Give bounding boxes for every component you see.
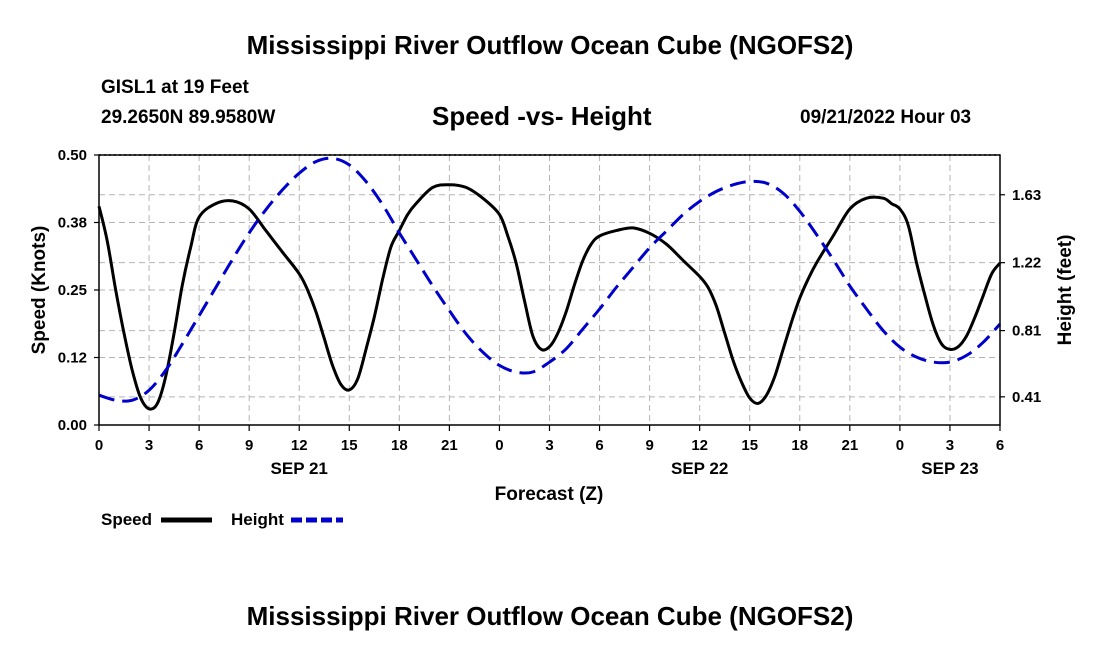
- legend-height-label: Height: [231, 510, 284, 529]
- legend: Speed Height: [101, 510, 343, 529]
- x-date-label: SEP 21: [271, 459, 328, 478]
- y-tick-label: 0.38: [58, 215, 87, 232]
- x-tick-label: 0: [95, 437, 103, 454]
- x-tick-label: 3: [545, 437, 553, 454]
- x-tick-label: 21: [441, 437, 458, 454]
- x-tick-label: 21: [841, 437, 858, 454]
- y-tick-label: 0.12: [58, 350, 87, 367]
- x-tick-label: 15: [341, 437, 358, 454]
- legend-speed-label: Speed: [101, 510, 152, 529]
- y2-tick-label: 1.22: [1012, 255, 1041, 272]
- axes: 0 3 6 9 12 15 18 21 0 3 6 9 12 15 18 21 0 3 6 SEP 21 SEP 22 S…: [58, 147, 1041, 478]
- station-label: GISL1 at 19 Feet: [101, 77, 249, 98]
- x-tick-label: 18: [791, 437, 808, 454]
- x-tick-label: 3: [145, 437, 153, 454]
- x-tick-label: 15: [741, 437, 758, 454]
- y2-axis-label: Height (feet): [1055, 235, 1076, 346]
- series-line-height: [98, 156, 1002, 403]
- x-tick-label: 9: [245, 437, 253, 454]
- x-date-label: SEP 22: [671, 459, 728, 478]
- chart-title-bottom: Mississippi River Outflow Ocean Cube (NG…: [246, 601, 854, 631]
- series-line-speed: [97, 183, 1002, 411]
- y-axis-label: Speed (Knots): [29, 226, 50, 355]
- x-tick-label: 12: [691, 437, 708, 454]
- y2-tick-label: 0.41: [1012, 389, 1041, 406]
- y-tick-label: 0.25: [58, 282, 87, 299]
- x-tick-label: 0: [896, 437, 904, 454]
- x-tick-label: 18: [391, 437, 408, 454]
- chart-title-top: Mississippi River Outflow Ocean Cube (NG…: [246, 30, 854, 60]
- grid-lines: [99, 154, 1000, 425]
- x-tick-label: 6: [996, 437, 1004, 454]
- plot-area: [97, 156, 1002, 411]
- y2-tick-label: 0.81: [1012, 323, 1041, 340]
- coordinates-label: 29.2650N 89.9580W: [101, 107, 276, 128]
- x-tick-label: 3: [946, 437, 954, 454]
- x-tick-label: 12: [291, 437, 308, 454]
- chart-subtitle: Speed -vs- Height: [432, 101, 652, 131]
- x-tick-label: 6: [595, 437, 603, 454]
- x-axis-label: Forecast (Z): [495, 484, 604, 505]
- x-tick-label: 9: [645, 437, 653, 454]
- y-tick-label: 0.50: [58, 147, 87, 164]
- x-tick-label: 6: [195, 437, 203, 454]
- y-tick-label: 0.00: [58, 417, 87, 434]
- datetime-label: 09/21/2022 Hour 03: [800, 107, 972, 128]
- y2-tick-label: 1.63: [1012, 187, 1041, 204]
- x-tick-label: 0: [495, 437, 503, 454]
- x-date-label: SEP 23: [921, 459, 978, 478]
